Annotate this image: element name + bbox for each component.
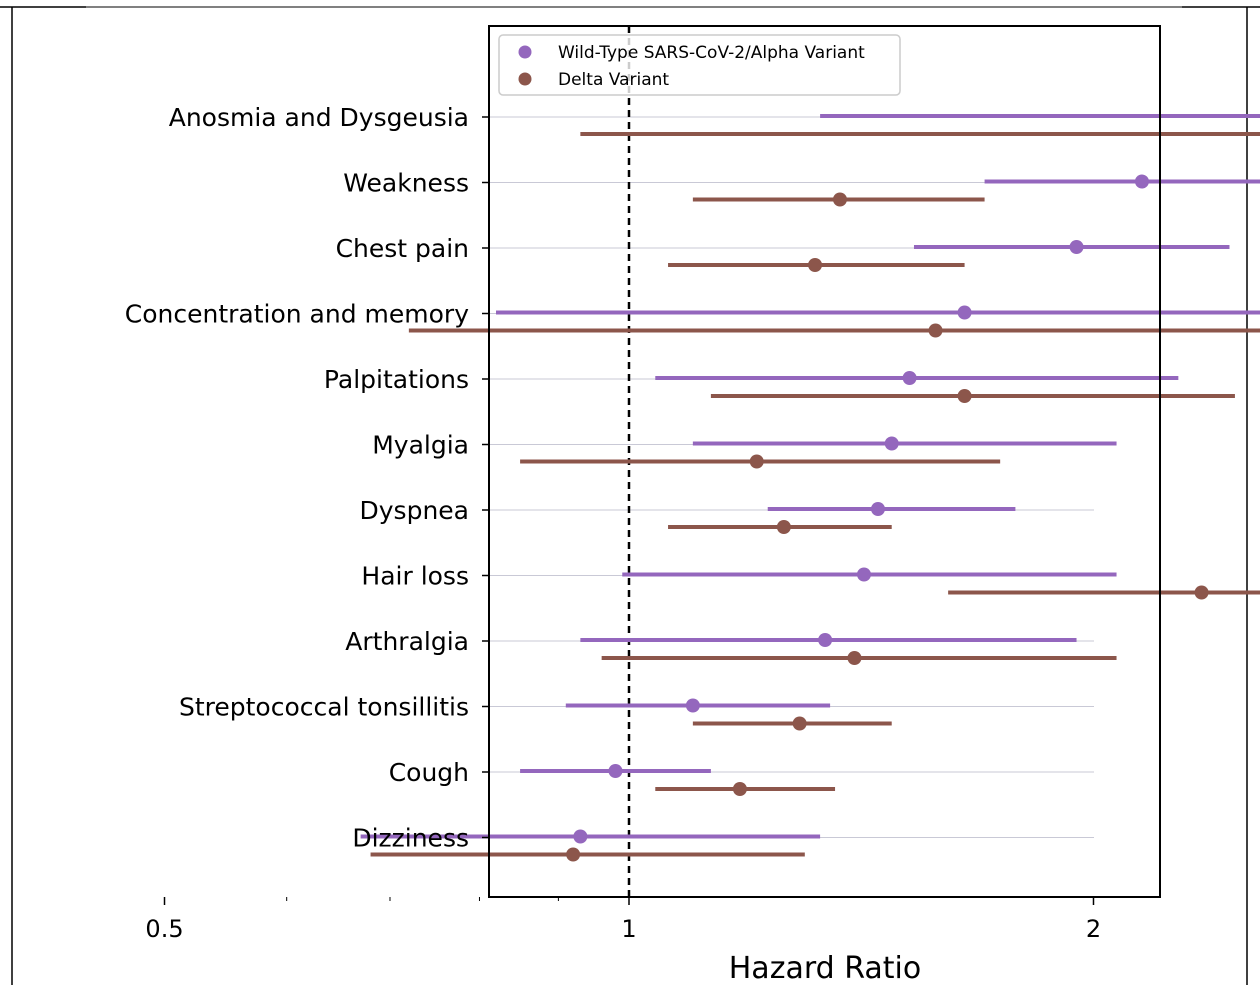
x-tick-label-0.5: 0.5 xyxy=(145,915,183,943)
point-delta-palpitations xyxy=(957,389,972,403)
point-delta-myalgia xyxy=(749,454,764,469)
category-label-streptococcal-tonsillitis: Streptococcal tonsillitis xyxy=(179,693,469,722)
legend-label-wild-type: Wild-Type SARS-CoV-2/Alpha Variant xyxy=(558,43,865,63)
point-wild-type-hair-loss xyxy=(856,567,871,582)
point-delta-weakness xyxy=(832,192,847,207)
legend-box xyxy=(498,34,901,96)
x-axis-title: Hazard Ratio xyxy=(729,951,921,985)
point-wild-type-weakness xyxy=(1134,174,1149,189)
category-label-cough: Cough xyxy=(389,758,469,787)
points xyxy=(566,174,1209,862)
point-wild-type-dyspnea xyxy=(870,502,885,516)
point-delta-arthralgia xyxy=(847,651,862,665)
point-wild-type-chest-pain xyxy=(1069,240,1084,254)
category-label-dyspnea: Dyspnea xyxy=(360,496,470,525)
gridlines xyxy=(489,116,1094,838)
category-label-weakness: Weakness xyxy=(343,169,469,198)
point-wild-type-streptococcal-tonsillitis xyxy=(685,698,700,713)
point-delta-dyspnea xyxy=(776,520,791,534)
point-wild-type-concentration-and-memory xyxy=(957,305,972,320)
point-delta-cough xyxy=(732,782,747,796)
point-wild-type-myalgia xyxy=(884,436,899,451)
category-ticks xyxy=(482,116,489,839)
category-labels: Anosmia and Dysgeusia Weakness Chest pain C… xyxy=(125,103,469,853)
category-label-anosmia-and-dysgeusia: Anosmia and Dysgeusia xyxy=(169,103,469,132)
category-label-arthralgia: Arthralgia xyxy=(345,627,469,656)
category-label-concentration-and-memory: Concentration and memory xyxy=(125,300,469,329)
category-label-myalgia: Myalgia xyxy=(372,431,469,460)
point-delta-concentration-and-memory xyxy=(928,323,943,338)
category-label-dizziness: Dizziness xyxy=(352,824,469,853)
legend-marker-wild-type xyxy=(518,45,532,59)
legend-marker-delta xyxy=(518,72,532,86)
plot-area-frame xyxy=(488,25,1161,898)
legend-label-delta: Delta Variant xyxy=(558,70,669,90)
point-wild-type-arthralgia xyxy=(818,633,833,647)
category-label-hair-loss: Hair loss xyxy=(361,562,469,591)
point-delta-hair-loss xyxy=(1194,585,1209,600)
legend: Wild-Type SARS-CoV-2/Alpha Variant Delta… xyxy=(498,34,901,96)
category-label-palpitations: Palpitations xyxy=(324,365,469,394)
error-bars xyxy=(360,114,1260,857)
x-tick-label-1: 1 xyxy=(621,915,636,943)
point-delta-chest-pain xyxy=(808,258,823,272)
point-delta-dizziness xyxy=(566,847,581,862)
category-label-chest-pain: Chest pain xyxy=(336,234,469,263)
point-wild-type-palpitations xyxy=(902,371,917,385)
point-wild-type-cough xyxy=(608,764,623,778)
point-delta-streptococcal-tonsillitis xyxy=(792,716,807,731)
x-axis-ticks: 0.51234510 xyxy=(145,897,1101,943)
x-tick-label-2: 2 xyxy=(1086,915,1101,943)
point-wild-type-dizziness xyxy=(573,829,588,844)
